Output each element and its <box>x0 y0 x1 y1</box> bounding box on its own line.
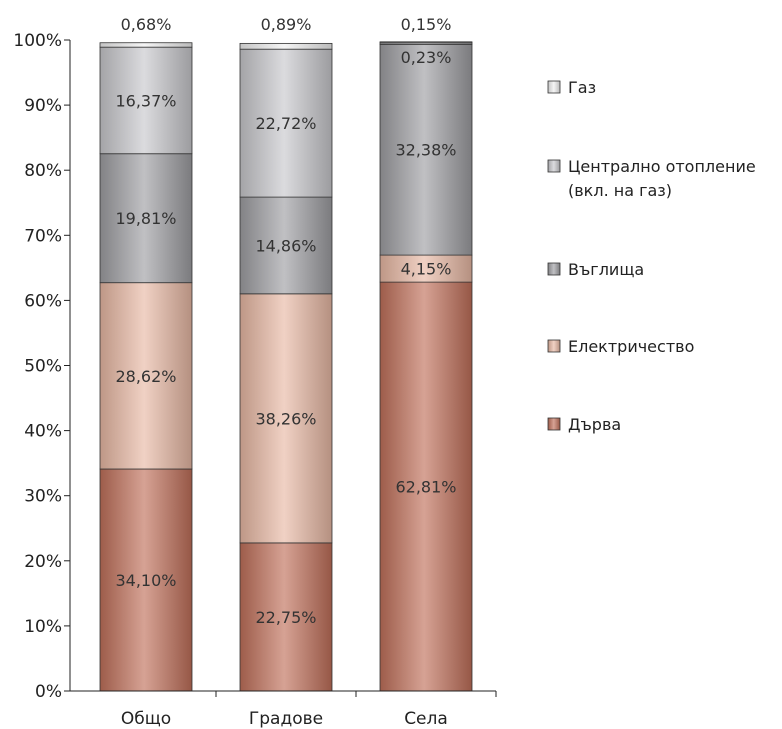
data-label-2-2: 38,26% <box>255 409 316 428</box>
y-tick-label: 40% <box>24 422 62 442</box>
legend-swatch-въглища <box>547 262 561 276</box>
bar-segment-2-1 <box>239 542 333 692</box>
legend-swatch-газ <box>547 80 561 94</box>
y-tick-label: 70% <box>24 226 62 246</box>
legend-label: Електричество <box>568 337 694 356</box>
data-label-1-4: 16,37% <box>115 91 176 110</box>
data-label-2-1: 22,75% <box>255 608 316 627</box>
legend-label: Въглища <box>568 260 644 279</box>
data-label-1-3: 19,81% <box>115 209 176 228</box>
y-tick-label: 20% <box>24 552 62 572</box>
bar-segment-2-4 <box>239 48 333 198</box>
bar-segment-2-2 <box>239 293 333 544</box>
y-tick-label: 0% <box>35 682 62 702</box>
data-label-2-3: 14,86% <box>255 236 316 255</box>
legend-label: Газ <box>568 78 596 97</box>
legend-label: Дърва <box>568 415 621 434</box>
bar-segment-1-4 <box>99 46 193 155</box>
bar-segment-3-5 <box>379 41 473 44</box>
legend: Газ Централно отопление (вкл. на газ) Въгли… <box>547 78 756 434</box>
y-tick-label: 50% <box>24 357 62 377</box>
bar-segment-1-1 <box>99 468 193 692</box>
y-tick-label: 10% <box>24 617 62 637</box>
data-label-2-5: 0,89% <box>261 15 312 34</box>
data-label-3-3: 32,38% <box>395 141 456 160</box>
legend-swatch-електричество <box>547 339 561 353</box>
x-tick-label: Градове <box>249 709 323 729</box>
data-label-1-2: 28,62% <box>115 367 176 386</box>
y-tick-label: 100% <box>13 31 62 51</box>
legend-swatch-централно-отопление-вкл-на-газ- <box>547 159 561 173</box>
bar-segment-1-2 <box>99 282 193 470</box>
data-label-3-2: 4,15% <box>401 260 452 279</box>
bar-segment-3-2 <box>379 254 473 283</box>
data-label-3-1: 62,81% <box>395 478 456 497</box>
bar-segment-3-3 <box>379 43 473 256</box>
y-tick-label: 80% <box>24 161 62 181</box>
bar-segment-2-5 <box>239 42 333 50</box>
legend-label: Централно отопление <box>568 157 756 176</box>
bar-segment-2-3 <box>239 196 333 295</box>
x-axis: Общо Градове Села <box>70 690 497 729</box>
y-tick-label: 60% <box>24 291 62 311</box>
data-label-2-4: 22,72% <box>255 114 316 133</box>
y-tick-label: 90% <box>24 96 62 116</box>
data-label-1-5: 0,68% <box>121 15 172 34</box>
data-label-3-5: 0,15% <box>401 15 452 34</box>
y-axis: 0% 10% 20% 30% 40% 50% 60% 70% 80% 90% 100% <box>13 31 71 702</box>
x-tick-label: Общо <box>121 709 171 729</box>
y-tick-label: 30% <box>24 487 62 507</box>
legend-swatch-дърва <box>547 417 561 431</box>
legend-label: (вкл. на газ) <box>568 181 672 200</box>
bars-group: 34,10% 28,62% 19,81% 16,37% 0,68% 22,75% 38,26… <box>99 15 473 692</box>
x-tick-label: Села <box>404 709 448 729</box>
bar-segment-1-5 <box>99 42 193 48</box>
data-label-1-1: 34,10% <box>115 571 176 590</box>
data-label-3-4: 0,23% <box>401 48 452 67</box>
